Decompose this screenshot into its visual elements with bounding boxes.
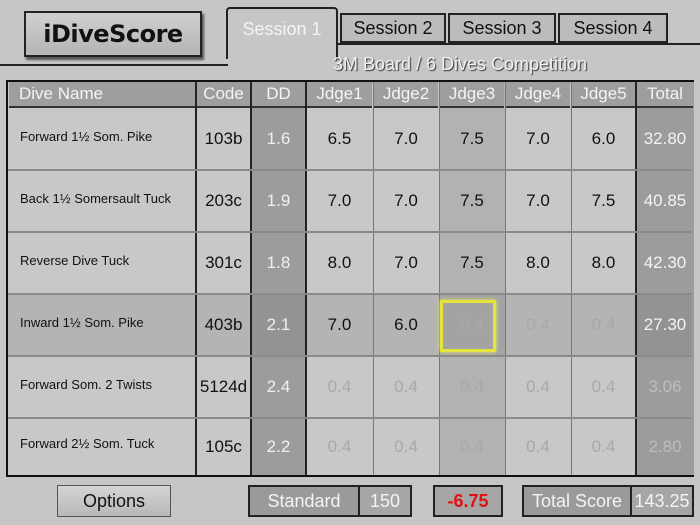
judge-score[interactable]: 0.4 — [526, 377, 550, 396]
dive-name[interactable]: Forward 2½ Som. Tuck — [20, 436, 155, 451]
row-divider — [8, 417, 692, 419]
dive-code[interactable]: 103b — [204, 129, 243, 148]
judge-score[interactable]: 0.4 — [394, 377, 418, 396]
tab-session-3[interactable]: Session 3 — [448, 13, 556, 43]
dive-name[interactable]: Back 1½ Somersault Tuck — [20, 190, 172, 206]
judge-score[interactable]: 0.4 — [591, 315, 616, 334]
header-dive-name: Dive Name — [9, 82, 195, 108]
selected-cell-highlight — [440, 300, 496, 352]
judge-score[interactable]: 0.4 — [591, 436, 616, 456]
header-total: Total — [637, 82, 693, 108]
dive-total: 42.30 — [643, 253, 687, 272]
judge-score[interactable]: 7.0 — [327, 191, 352, 210]
judge-score[interactable]: 7.5 — [460, 253, 484, 272]
column-divider — [250, 82, 252, 475]
judge-score[interactable]: 7.5 — [460, 129, 484, 148]
judge-score[interactable]: 7.0 — [394, 129, 418, 148]
row-divider — [8, 169, 692, 171]
dive-code[interactable]: 301c — [205, 253, 242, 272]
dive-total: 3.06 — [648, 377, 682, 396]
divider — [0, 64, 228, 66]
row-divider — [8, 293, 692, 295]
dive-total: 40.85 — [643, 191, 687, 210]
tab-session-4[interactable]: Session 4 — [558, 13, 668, 43]
dive-name[interactable]: Forward 1½ Som. Pike — [20, 128, 153, 144]
judge-score[interactable]: 0.4 — [327, 436, 352, 456]
judge-score[interactable]: 8.0 — [327, 253, 352, 272]
dive-code[interactable]: 403b — [204, 315, 243, 334]
divider — [338, 43, 700, 45]
total-score-value: 143.25 — [630, 485, 694, 517]
judge-score[interactable]: 0.4 — [460, 377, 484, 396]
judge-score[interactable]: 0.4 — [394, 436, 418, 456]
tab-session-2[interactable]: Session 2 — [340, 13, 446, 43]
judge-score[interactable]: 6.0 — [591, 129, 616, 148]
row-divider — [8, 355, 692, 357]
header-judge3: Jdge3 — [440, 82, 504, 108]
column-shade — [439, 82, 505, 475]
standard-value[interactable]: 150 — [358, 485, 412, 517]
judge-score[interactable]: 7.0 — [394, 191, 418, 210]
judge-score[interactable]: 0.4 — [591, 377, 616, 396]
header-judge5: Jdge5 — [572, 82, 635, 108]
dive-total: 27.30 — [643, 315, 687, 334]
column-divider — [439, 82, 440, 475]
dive-name[interactable]: Forward Som. 2 Twists — [20, 376, 152, 392]
options-button[interactable]: Options — [57, 485, 171, 517]
judge-score[interactable]: 7.5 — [591, 191, 616, 210]
header-judge2: Jdge2 — [374, 82, 438, 108]
judge-score[interactable]: 0.4 — [526, 315, 550, 334]
judge-score[interactable]: 7.0 — [526, 129, 550, 148]
degree-of-difficulty: 2.2 — [266, 436, 291, 456]
score-difference: -6.75 — [433, 485, 503, 517]
judge-score[interactable]: 7.0 — [526, 191, 550, 210]
judge-score[interactable]: 6.0 — [394, 315, 418, 334]
degree-of-difficulty: 1.8 — [266, 253, 291, 272]
judge-score[interactable]: 6.5 — [327, 129, 352, 148]
header-judge1: Jdge1 — [307, 82, 372, 108]
dive-code[interactable]: 105c — [205, 436, 242, 456]
degree-of-difficulty: 2.1 — [266, 315, 291, 334]
header-judge4: Jdge4 — [506, 82, 570, 108]
column-divider — [635, 82, 637, 475]
row-divider — [8, 231, 692, 233]
column-divider — [195, 82, 197, 475]
column-divider — [571, 82, 572, 475]
column-shade — [251, 82, 306, 475]
score-table: Dive Name Code DD Jdge1 Jdge2 Jdge3 Jdge4 Jdge5… — [6, 80, 694, 477]
judge-score[interactable]: 0.4 — [327, 377, 352, 396]
degree-of-difficulty: 1.9 — [266, 191, 291, 210]
judge-score[interactable]: 8.0 — [526, 253, 550, 272]
judge-score[interactable]: 0.4 — [460, 315, 484, 334]
column-divider — [505, 82, 506, 475]
tab-session-1[interactable]: Session 1 — [226, 7, 338, 59]
competition-title: 3M Board / 6 Dives Competition — [332, 54, 588, 74]
judge-score[interactable]: 0.4 — [460, 436, 484, 456]
dive-code[interactable]: 203c — [205, 191, 242, 210]
dive-total: 32.80 — [643, 129, 687, 148]
header-code: Code — [197, 82, 250, 108]
dive-name[interactable]: Reverse Dive Tuck — [20, 252, 130, 268]
judge-score[interactable]: 7.0 — [394, 253, 418, 272]
column-divider — [305, 82, 307, 475]
degree-of-difficulty: 1.6 — [266, 129, 291, 148]
dive-name[interactable]: Inward 1½ Som. Pike — [20, 314, 144, 330]
active-row-shade — [8, 294, 692, 356]
dive-code[interactable]: 5124d — [199, 377, 248, 396]
header-dd: DD — [252, 82, 305, 108]
degree-of-difficulty: 2.4 — [266, 377, 291, 396]
column-divider — [373, 82, 374, 475]
dive-total: 2.80 — [648, 436, 682, 456]
column-shade — [636, 82, 694, 475]
standard-label: Standard — [248, 485, 360, 517]
judge-score[interactable]: 7.5 — [460, 191, 484, 210]
judge-score[interactable]: 7.0 — [327, 315, 352, 334]
app-logo: iDiveScore — [24, 11, 202, 57]
judge-score[interactable]: 0.4 — [526, 436, 550, 456]
total-score-label: Total Score — [522, 485, 632, 517]
judge-score[interactable]: 8.0 — [591, 253, 616, 272]
